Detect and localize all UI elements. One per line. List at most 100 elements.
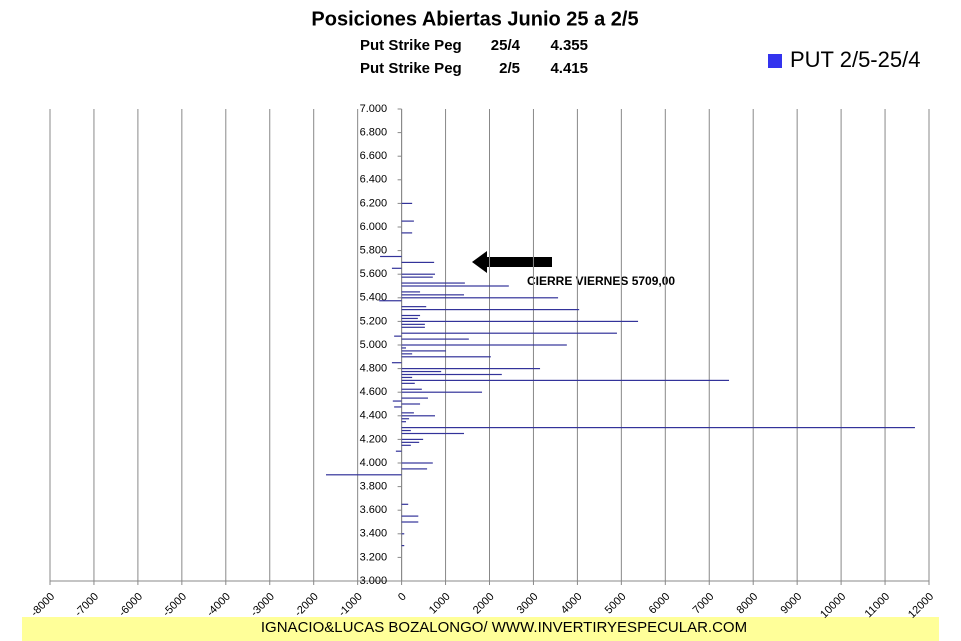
y-tick-label: 7.000	[360, 103, 388, 115]
chart-title: Posiciones Abiertas Junio 25 a 2/5	[311, 8, 638, 30]
bar	[401, 323, 425, 325]
y-tick-label: 5.400	[360, 292, 388, 304]
y-tick-label: 6.600	[360, 150, 388, 162]
bar	[401, 403, 421, 405]
bar	[401, 220, 414, 222]
y-tick-label: 5.600	[360, 268, 388, 280]
bar	[401, 353, 413, 355]
y-tick-label: 4.400	[360, 410, 388, 422]
bar	[401, 438, 424, 440]
bar	[401, 368, 541, 370]
bar	[401, 388, 422, 390]
y-tick-label: 3.200	[360, 551, 388, 563]
bar	[401, 232, 413, 234]
subtitle: Put Strike Peg	[360, 37, 462, 54]
bar	[401, 432, 465, 435]
bar	[379, 300, 402, 302]
footer-band	[22, 617, 939, 641]
x-tick-label: 7000	[691, 591, 717, 617]
bar	[401, 373, 502, 376]
bar	[401, 444, 411, 446]
x-tick-label: -8000	[29, 591, 57, 619]
x-tick-label: -2000	[292, 591, 320, 619]
bar	[401, 273, 436, 275]
bar	[392, 400, 402, 402]
x-tick-label: 1000	[427, 591, 453, 617]
bar	[401, 382, 415, 384]
y-tick-label: 4.000	[360, 457, 388, 469]
bar	[401, 309, 580, 311]
y-tick-label: 6.200	[360, 197, 388, 209]
x-tick-label: 8000	[735, 591, 761, 617]
bar	[401, 376, 413, 379]
bar	[401, 314, 421, 317]
bar	[401, 503, 409, 505]
y-tick-label: 5.200	[360, 315, 388, 327]
subtitle: 4.415	[550, 60, 588, 77]
bar	[401, 261, 435, 263]
bar	[380, 255, 402, 258]
x-tick-label: 3000	[515, 591, 541, 617]
bar	[401, 317, 418, 320]
x-tick-label: 4000	[559, 591, 585, 617]
bar	[395, 450, 402, 452]
bar	[401, 291, 421, 293]
x-tick-label: -6000	[117, 591, 145, 619]
bar	[401, 350, 446, 352]
y-tick-label: 6.000	[360, 221, 388, 233]
x-tick-label: 10000	[818, 591, 848, 621]
bar	[401, 379, 730, 381]
bar	[401, 521, 419, 523]
bar	[401, 545, 405, 547]
bar	[401, 344, 567, 346]
x-tick-label: -7000	[73, 591, 101, 619]
bar	[401, 415, 436, 417]
x-tick-label: 9000	[779, 591, 805, 617]
y-tick-label: 5.800	[360, 245, 388, 257]
x-tick-label: 2000	[471, 591, 497, 617]
bar	[391, 362, 402, 364]
legend-label: PUT 2/5-25/4	[790, 47, 920, 72]
bar	[401, 441, 420, 443]
legend-swatch	[768, 54, 782, 68]
annotation: CIERRE VIERNES 5709,00	[527, 274, 675, 288]
bar	[401, 427, 915, 429]
bar	[401, 297, 559, 299]
bar	[401, 421, 406, 423]
bar	[401, 412, 414, 414]
footer: IGNACIO&LUCAS BOZALONGO/ WWW.INVERTIRYES…	[261, 619, 747, 636]
x-tick-label: 0	[396, 591, 409, 604]
bar	[401, 276, 433, 278]
y-tick-label: 5.000	[360, 339, 388, 351]
y-tick-label: 4.800	[360, 363, 388, 375]
bar	[401, 515, 419, 517]
y-tick-label: 3.600	[360, 504, 388, 516]
y-tick-label: 4.600	[360, 386, 388, 398]
bar	[401, 294, 465, 296]
bar	[401, 429, 411, 432]
bar	[394, 335, 402, 337]
bar	[391, 267, 402, 269]
bar	[401, 391, 483, 393]
bar	[401, 347, 406, 349]
y-tick-label: 3.400	[360, 528, 388, 540]
bar	[401, 285, 509, 287]
y-tick-label: 4.200	[360, 433, 388, 445]
bar	[401, 332, 617, 334]
bar	[401, 282, 465, 284]
bar	[401, 338, 469, 340]
x-tick-label: -4000	[205, 591, 233, 619]
bar	[401, 356, 491, 358]
bar	[401, 462, 433, 464]
bar	[401, 533, 405, 535]
x-tick-label: 5000	[603, 591, 629, 617]
y-tick-label: 6.800	[360, 127, 388, 139]
bar	[326, 474, 402, 476]
x-tick-label: -1000	[336, 591, 364, 619]
x-tick-label: -3000	[249, 591, 277, 619]
bar	[401, 397, 428, 399]
subtitle: 25/4	[491, 37, 521, 54]
subtitle: Put Strike Peg	[360, 60, 462, 77]
subtitle: 4.355	[550, 37, 588, 54]
